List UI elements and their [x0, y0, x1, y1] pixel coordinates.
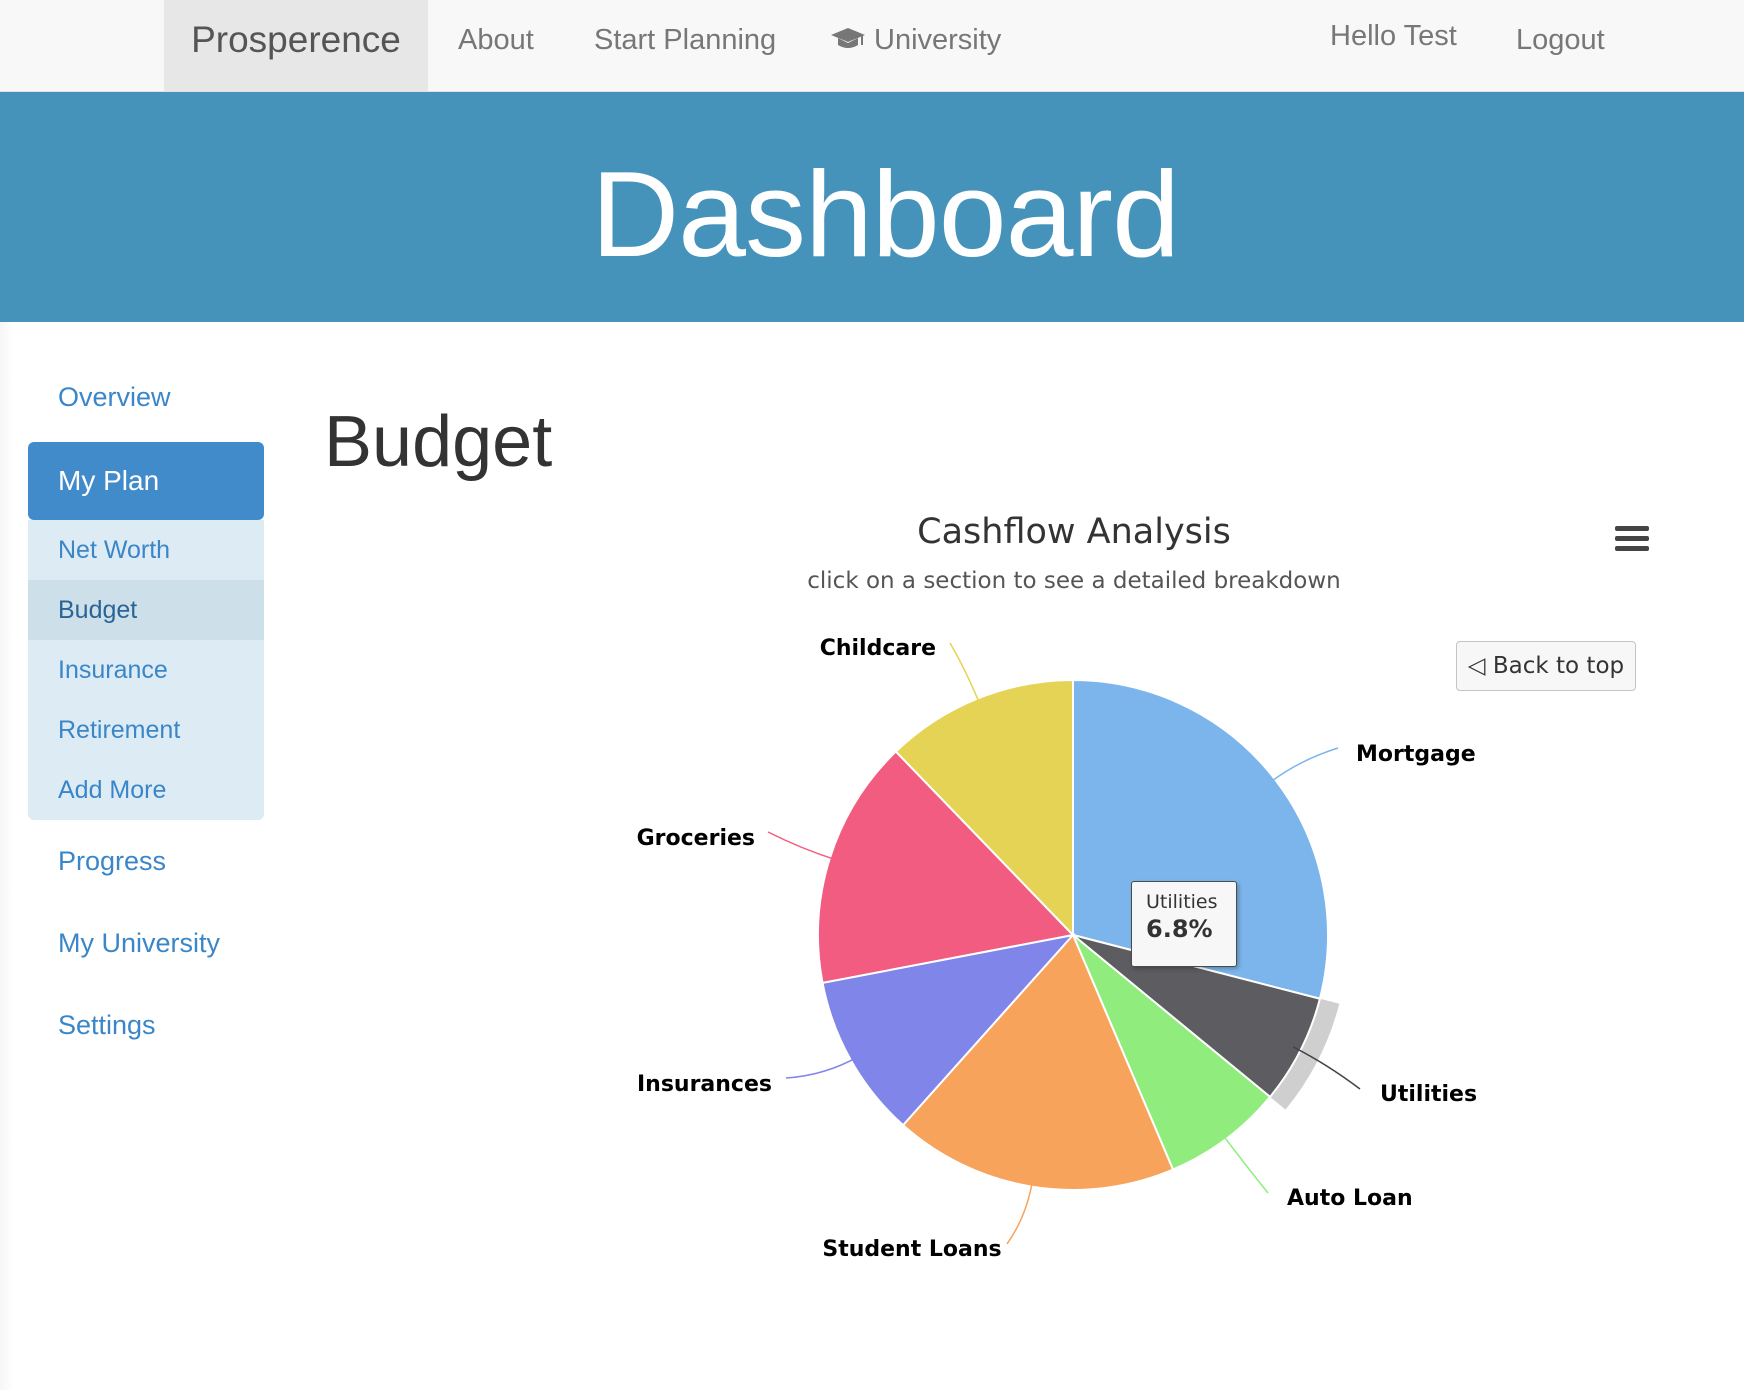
- hamburger-menu-icon[interactable]: [1608, 520, 1656, 560]
- connector-utilities: [1292, 1046, 1361, 1090]
- greeting-text: Hello Test: [1330, 20, 1457, 52]
- top-navbar: Prosperence About Start Planning Univers…: [0, 0, 1744, 92]
- chart-tooltip: Utilities 6.8%: [1131, 881, 1237, 967]
- subnav-insurance[interactable]: Insurance: [58, 656, 168, 684]
- nav-university[interactable]: University: [830, 0, 1001, 80]
- slice-label-student-loans[interactable]: Student Loans: [822, 1237, 1001, 1262]
- sidebar-overview[interactable]: Overview: [58, 382, 171, 412]
- brand-link[interactable]: Prosperence: [164, 0, 428, 91]
- connector-groceries: [767, 831, 838, 862]
- highlight-halo: [1270, 998, 1340, 1110]
- nav-logout[interactable]: Logout: [1516, 24, 1605, 56]
- slice-label-auto-loan[interactable]: Auto Loan: [1287, 1186, 1413, 1211]
- sidebar-my-plan[interactable]: My Plan: [28, 442, 264, 520]
- subnav-add-more[interactable]: Add More: [58, 776, 167, 804]
- slice-label-groceries[interactable]: Groceries: [637, 826, 755, 851]
- connector-mortgage: [1267, 747, 1339, 785]
- graduation-cap-icon: [831, 28, 865, 49]
- subnav-net-worth[interactable]: Net Worth: [58, 536, 171, 564]
- connector-insurances: [785, 1056, 859, 1079]
- tooltip-series-name: Utilities: [1146, 891, 1218, 913]
- sidebar-progress[interactable]: Progress: [58, 846, 167, 876]
- connector-childcare: [949, 642, 982, 707]
- page-title: Budget: [324, 402, 553, 482]
- slice-label-mortgage[interactable]: Mortgage: [1356, 742, 1476, 767]
- slice-label-childcare[interactable]: Childcare: [820, 636, 936, 661]
- my-plan-subnav: Net Worth Budget Insurance Retirement Ad…: [28, 520, 264, 820]
- subnav-retirement[interactable]: Retirement: [58, 716, 181, 744]
- sidebar-settings[interactable]: Settings: [58, 1010, 156, 1040]
- connector-student-loans: [1006, 1178, 1034, 1245]
- slice-label-utilities[interactable]: Utilities: [1380, 1082, 1477, 1107]
- connector-auto-loan: [1220, 1132, 1269, 1194]
- tooltip-value: 6.8%: [1146, 915, 1213, 943]
- chart-title: Cashflow Analysis: [917, 512, 1231, 552]
- dashboard-banner: Dashboard: [0, 92, 1744, 322]
- sidebar-my-university[interactable]: My University: [58, 928, 221, 958]
- subnav-budget[interactable]: Budget: [28, 580, 264, 640]
- slice-label-insurances[interactable]: Insurances: [637, 1072, 772, 1097]
- back-to-top-button[interactable]: ◁ Back to top: [1456, 641, 1636, 691]
- banner-title: Dashboard: [591, 146, 1180, 282]
- left-edge-shadow: [0, 322, 14, 1390]
- chart-subtitle: click on a section to see a detailed bre…: [807, 568, 1341, 594]
- nav-university-label: University: [874, 24, 1002, 56]
- nav-about[interactable]: About: [458, 24, 534, 56]
- nav-start-planning[interactable]: Start Planning: [594, 24, 777, 56]
